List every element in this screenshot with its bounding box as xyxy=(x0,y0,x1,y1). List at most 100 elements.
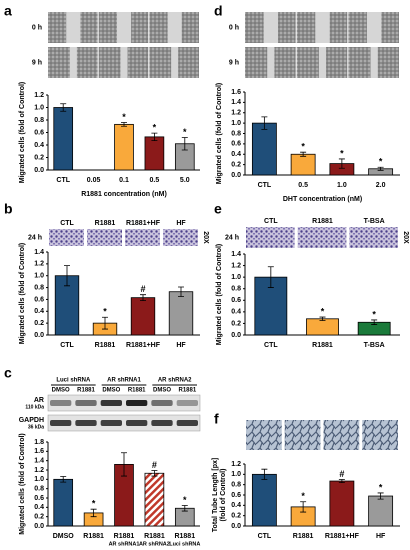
y-tick-label: 0.4 xyxy=(231,151,241,158)
scratch-gap xyxy=(171,47,179,78)
tube-image xyxy=(323,420,360,450)
image-label: CTL xyxy=(264,218,278,225)
y-tick-label: 1.0 xyxy=(231,471,241,478)
x-tick-sublabel: AR shRNA2 xyxy=(139,541,170,547)
image-label: HF xyxy=(176,220,186,227)
y-tick-label: 0.8 xyxy=(231,130,241,137)
error-bar xyxy=(178,286,184,297)
x-tick-label: R1881+HF xyxy=(325,533,360,540)
y-tick-label: 1.2 xyxy=(34,467,44,474)
x-tick-label: 0.5 xyxy=(150,177,160,184)
bar xyxy=(114,123,134,171)
blot-lane: R1881 xyxy=(178,388,196,394)
x-tick-label: CTL xyxy=(258,533,272,540)
blot-band xyxy=(126,420,148,426)
significance-mark: * xyxy=(301,142,305,152)
y-tick-label: 0.0 xyxy=(34,332,44,339)
y-tick-label: 1.0 xyxy=(34,104,44,111)
x-tick-label: HF xyxy=(176,342,186,349)
error-bar xyxy=(151,470,158,477)
y-tick-label: 1.6 xyxy=(34,448,44,455)
y-tick-label: 1.0 xyxy=(34,273,44,280)
y-tick-label: 1.0 xyxy=(34,476,44,483)
x-axis-label: DHT concentration (nM) xyxy=(283,196,362,203)
scratch-gap xyxy=(66,12,81,43)
magnification: 20X xyxy=(402,231,409,244)
error-bar xyxy=(338,479,345,483)
blot-band xyxy=(176,420,198,426)
blot-row-name: GAPDH xyxy=(19,417,44,424)
y-axis-label: Total Tube Length [px] xyxy=(212,458,219,532)
y-tick-label: 1.0 xyxy=(231,120,241,127)
error-bar xyxy=(90,508,97,518)
x-tick-label: R1881 xyxy=(293,533,314,540)
significance-mark: * xyxy=(183,495,187,505)
blot-strip xyxy=(47,394,201,412)
blot-band xyxy=(100,420,122,426)
bar xyxy=(144,136,165,171)
y-tick-label: 1.2 xyxy=(231,262,241,269)
significance-mark: * xyxy=(153,123,157,133)
scratch-gap xyxy=(318,47,327,78)
x-tick-label: R1881 xyxy=(174,533,195,540)
scratch-gap xyxy=(366,12,382,43)
y-tick-label: 0.2 xyxy=(231,320,241,327)
y-tick-label: 1.4 xyxy=(231,99,241,106)
y-tick-label: 0.8 xyxy=(34,117,44,124)
y-tick-label: 0.2 xyxy=(34,320,44,327)
image-row-label: 0 h xyxy=(229,24,239,31)
image-row-label: 9 h xyxy=(229,59,239,66)
y-tick-label: 1.6 xyxy=(231,89,241,96)
significance-mark: * xyxy=(103,307,107,317)
error-bar xyxy=(338,158,345,169)
y-tick-label: 0.8 xyxy=(34,284,44,291)
x-tick-label: T-BSA xyxy=(364,342,385,349)
blot-lane: R1881 xyxy=(128,388,146,394)
error-bar xyxy=(60,103,67,112)
error-bar xyxy=(267,266,274,288)
blot-lane: R1881 xyxy=(77,388,95,394)
significance-mark: # xyxy=(339,469,344,479)
y-axis-label: Migrated cells (fold of Control) xyxy=(19,433,26,535)
blot-band xyxy=(151,400,173,406)
y-tick-label: 0.8 xyxy=(231,482,241,489)
significance-mark: * xyxy=(183,127,187,137)
image-label: T-BSA xyxy=(364,218,385,225)
y-tick-label: 0.2 xyxy=(231,513,241,520)
image-row-label: 24 h xyxy=(28,234,42,241)
blot-band xyxy=(100,400,122,406)
bar xyxy=(290,153,316,176)
transwell-image xyxy=(297,227,347,248)
panel-letter: e xyxy=(214,201,222,217)
blot-group: Luci shRNA xyxy=(56,378,91,384)
bar xyxy=(53,478,74,527)
y-tick-label: 1.0 xyxy=(231,274,241,281)
y-tick-label: 0.8 xyxy=(34,486,44,493)
error-bar xyxy=(377,166,384,171)
y-tick-label: 1.4 xyxy=(34,458,44,465)
error-bar xyxy=(371,319,378,325)
y-tick-label: 0.6 xyxy=(34,129,44,136)
transwell-image xyxy=(349,227,398,248)
blot-lane: DMSO xyxy=(153,388,171,394)
error-bar xyxy=(121,452,127,477)
y-tick-label: 1.2 xyxy=(231,110,241,117)
image-label: R1881 xyxy=(312,218,333,225)
x-tick-label: DMSO xyxy=(53,533,75,540)
tube-image xyxy=(246,420,282,450)
panel-letter: a xyxy=(4,3,12,19)
image-label: R1881 xyxy=(95,220,116,227)
y-tick-label: 1.2 xyxy=(231,461,241,468)
x-tick-label: 1.0 xyxy=(337,182,347,189)
panel-letter: c xyxy=(4,365,12,381)
error-bar xyxy=(261,468,268,480)
transwell-image xyxy=(87,229,122,246)
significance-mark: * xyxy=(340,148,344,158)
x-tick-label: HF xyxy=(376,533,386,540)
blot-band xyxy=(50,420,72,426)
bar xyxy=(130,297,156,336)
significance-mark: * xyxy=(379,157,383,167)
error-bar xyxy=(140,294,146,302)
y-tick-label: 1.4 xyxy=(231,251,241,258)
